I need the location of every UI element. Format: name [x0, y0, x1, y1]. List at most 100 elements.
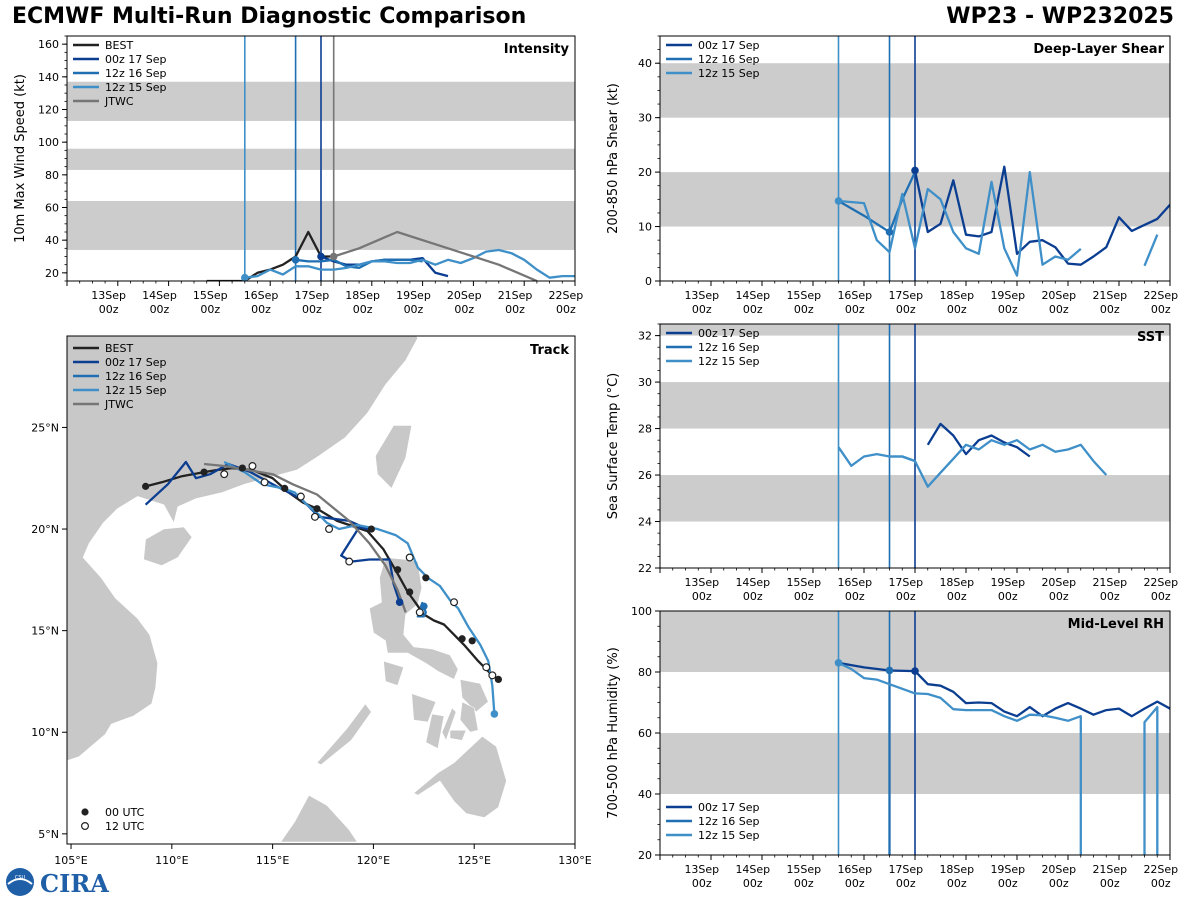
- track-point-12utc: [450, 598, 459, 607]
- shear-xtick-day: 18Sep: [939, 289, 974, 302]
- rh-xtick-hour: 00z: [896, 877, 916, 890]
- intensity-init-marker: [291, 255, 300, 264]
- track-legend-label: 12z 16 Sep: [105, 370, 167, 383]
- shear-xtick-hour: 00z: [998, 303, 1018, 316]
- intensity-xtick-day: 21Sep: [498, 289, 533, 302]
- rh-xtick-hour: 00z: [947, 877, 967, 890]
- intensity-title: Intensity: [504, 42, 570, 57]
- intensity-xtick-day: 13Sep: [91, 289, 126, 302]
- land-mindanao: [413, 735, 507, 818]
- storm-id-title: WP23 - WP232025: [946, 4, 1174, 29]
- shear-xtick-day: 15Sep: [786, 289, 821, 302]
- track-point-00utc: [468, 637, 476, 645]
- legend-00utc-marker: [81, 808, 89, 816]
- sst-ytick-label: 26: [638, 469, 652, 482]
- rh-xtick-hour: 00z: [1151, 877, 1171, 890]
- sst-ytick-label: 30: [638, 376, 652, 389]
- intensity-xtick-hour: 00z: [454, 303, 474, 316]
- track-marker-legend-label: 00 UTC: [105, 806, 145, 819]
- shear-plot-area: [660, 36, 1170, 281]
- track-marker-legend-label: 12 UTC: [105, 820, 145, 833]
- intensity-xtick-hour: 00z: [200, 303, 220, 316]
- shear-xtick-day: 20Sep: [1041, 289, 1076, 302]
- rh-ytick-label: 80: [638, 666, 652, 679]
- intensity-plot-area: [67, 36, 575, 281]
- shear-xtick-hour: 00z: [743, 303, 763, 316]
- rh-series-run12z15: [1143, 705, 1159, 855]
- shear-series-run12z15: [838, 170, 1082, 277]
- rh-xtick-day: 17Sep: [888, 863, 923, 876]
- intensity-xtick-day: 16Sep: [244, 289, 279, 302]
- track-xtick-label: 115°E: [256, 854, 289, 867]
- sst-xtick-hour: 00z: [1151, 590, 1171, 603]
- sst-ylabel: Sea Surface Temp (°C): [606, 373, 621, 520]
- shear-xtick-hour: 00z: [896, 303, 916, 316]
- sst-ytick-label: 22: [638, 562, 652, 575]
- intensity-ytick-label: 20: [45, 267, 59, 280]
- rh-ytick-label: 40: [638, 788, 652, 801]
- intensity-legend-label: BEST: [105, 39, 133, 52]
- intensity-init-marker: [317, 252, 325, 261]
- intensity-xtick-hour: 00z: [556, 303, 576, 316]
- sst-ytick-label: 28: [638, 423, 652, 436]
- land-borneo: [280, 794, 358, 843]
- rh-xtick-day: 15Sep: [786, 863, 821, 876]
- sst-xtick-day: 18Sep: [939, 576, 974, 589]
- sst-xtick-day: 19Sep: [990, 576, 1025, 589]
- rh-xtick-hour: 00z: [1100, 877, 1120, 890]
- track-point-12utc: [405, 553, 414, 562]
- sst-series-run12z15: [837, 439, 1108, 488]
- track-point-12utc: [325, 525, 334, 534]
- track-point-12utc: [415, 608, 424, 617]
- intensity-ytick-label: 80: [45, 169, 59, 182]
- rh-xtick-hour: 00z: [692, 877, 712, 890]
- intensity-legend-label: JTWC: [104, 95, 134, 108]
- intensity-xtick-day: 19Sep: [396, 289, 431, 302]
- land-taiwan: [375, 425, 413, 489]
- rh-xtick-hour: 00z: [794, 877, 814, 890]
- figure-title: ECMWF Multi-Run Diagnostic Comparison: [12, 4, 527, 29]
- land-negros: [425, 713, 445, 749]
- track-point-00utc: [458, 635, 466, 643]
- track-start-marker: [420, 602, 428, 611]
- intensity-init-marker: [329, 252, 338, 261]
- shear-xtick-hour: 00z: [794, 303, 814, 316]
- rh-xtick-hour: 00z: [1049, 877, 1069, 890]
- sst-xtick-hour: 00z: [947, 590, 967, 603]
- rh-xtick-day: 14Sep: [735, 863, 770, 876]
- shear-xtick-hour: 00z: [845, 303, 865, 316]
- land-bohol: [449, 729, 467, 741]
- track-point-12utc: [310, 512, 319, 521]
- logo-text: CIRA: [40, 869, 109, 898]
- track-point-12utc: [296, 492, 305, 501]
- rh-xtick-day: 18Sep: [939, 863, 974, 876]
- shear-legend-label: 12z 15 Sep: [698, 67, 760, 80]
- rh-xtick-day: 22Sep: [1143, 863, 1178, 876]
- shear-ylabel: 200-850 hPa Shear (kt): [606, 83, 621, 234]
- shear-series-run00z17: [913, 165, 1170, 266]
- track-legend-label: 00z 17 Sep: [105, 356, 167, 369]
- intensity-ytick-label: 60: [45, 202, 59, 215]
- intensity-legend-label: 00z 17 Sep: [105, 53, 167, 66]
- rh-init-marker: [911, 667, 919, 675]
- sst-xtick-day: 21Sep: [1092, 576, 1127, 589]
- track-ytick-label: 25°N: [31, 421, 59, 434]
- track-point-00utc: [394, 566, 402, 574]
- intensity-legend-label: 12z 15 Sep: [105, 81, 167, 94]
- track-legend-label: BEST: [105, 342, 133, 355]
- shear-xtick-day: 21Sep: [1092, 289, 1127, 302]
- track-point-12utc: [482, 663, 491, 672]
- sst-xtick-hour: 00z: [794, 590, 814, 603]
- shear-title: Deep-Layer Shear: [1033, 42, 1164, 57]
- track-xtick-label: 130°E: [558, 854, 591, 867]
- rh-ytick-label: 60: [638, 727, 652, 740]
- rh-xtick-hour: 00z: [998, 877, 1018, 890]
- intensity-ylabel: 10m Max Wind Speed (kt): [13, 74, 28, 243]
- land-luzon: [369, 557, 459, 680]
- rh-ytick-label: 100: [631, 605, 652, 618]
- sst-ytick-label: 24: [638, 516, 652, 529]
- shear-init-marker: [911, 166, 919, 175]
- track-point-00utc: [281, 484, 289, 492]
- sst-legend-label: 12z 16 Sep: [698, 341, 760, 354]
